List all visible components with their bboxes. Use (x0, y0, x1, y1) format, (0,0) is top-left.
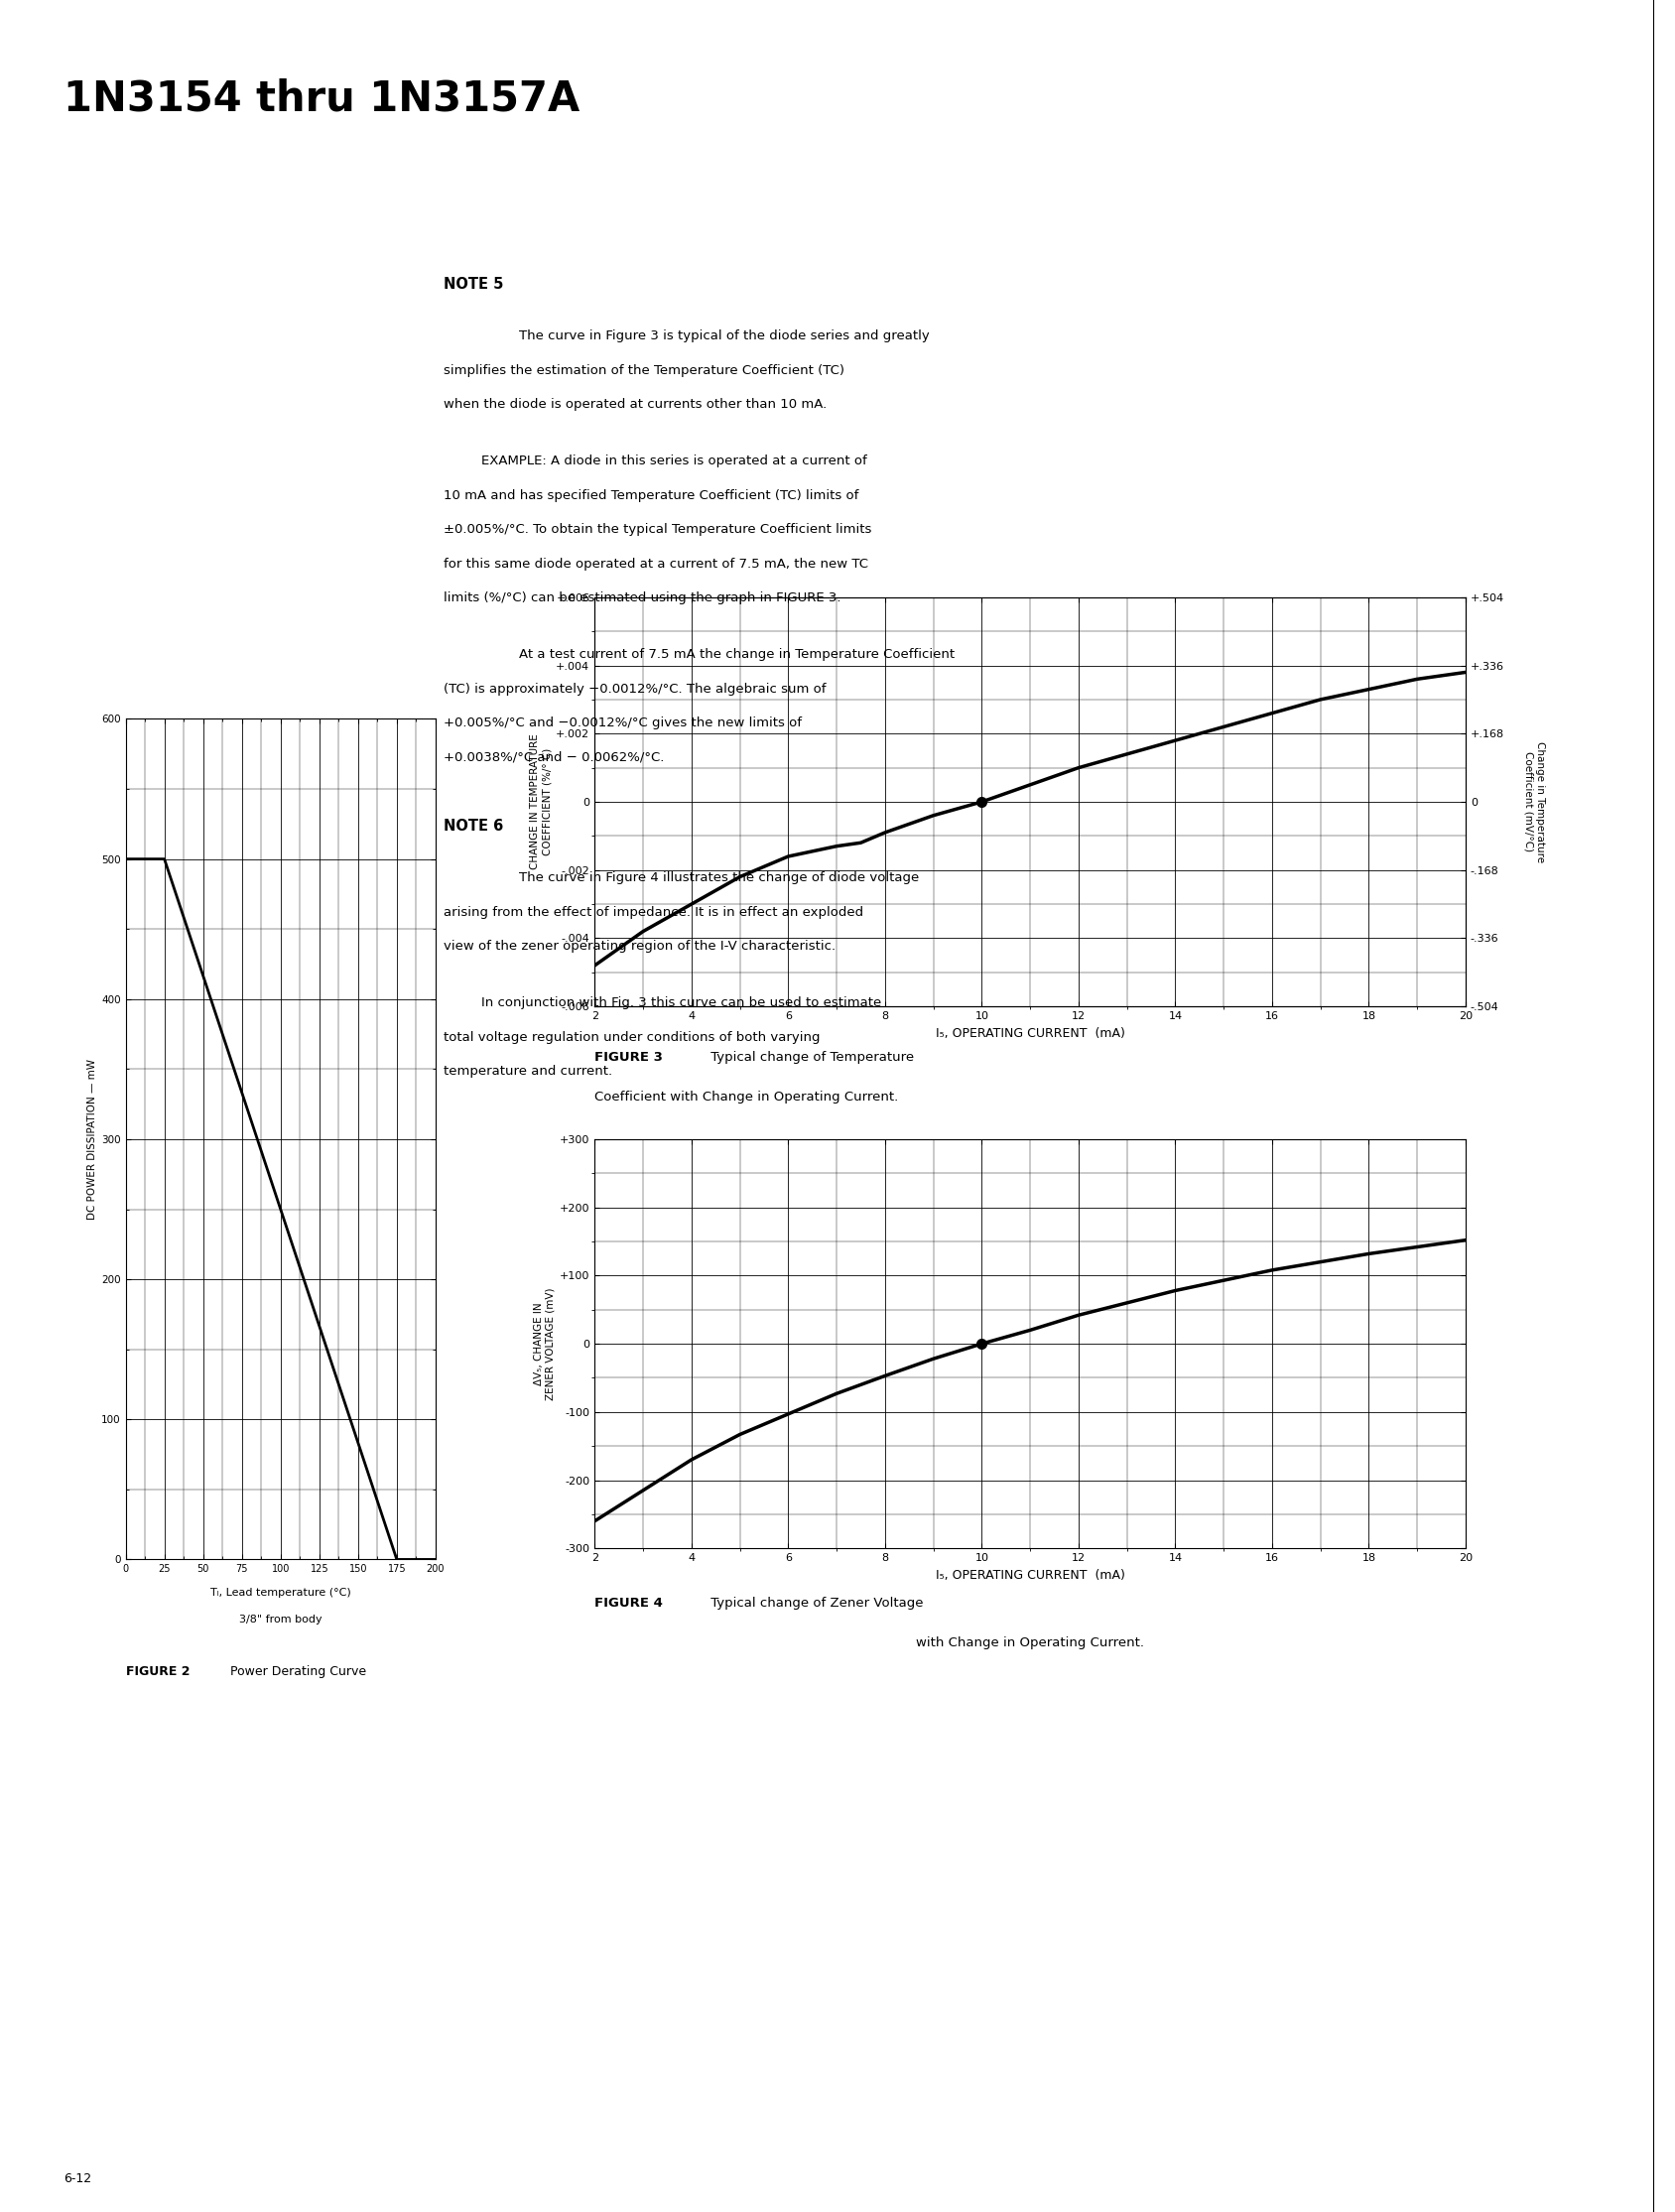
Text: temperature and current.: temperature and current. (444, 1064, 613, 1077)
Text: Tₗ, Lead temperature (°C): Tₗ, Lead temperature (°C) (211, 1588, 350, 1597)
Text: 3/8" from body: 3/8" from body (240, 1615, 322, 1624)
Text: +0.005%/°C and −0.0012%/°C gives the new limits of: +0.005%/°C and −0.0012%/°C gives the new… (444, 717, 802, 730)
Text: ±0.005%/°C. To obtain the typical Temperature Coefficient limits: ±0.005%/°C. To obtain the typical Temper… (444, 522, 873, 535)
Text: NOTE 6: NOTE 6 (444, 818, 504, 834)
Text: simplifies the estimation of the Temperature Coefficient (TC): simplifies the estimation of the Tempera… (444, 363, 844, 376)
Text: arising from the effect of impedance. It is in effect an exploded: arising from the effect of impedance. It… (444, 905, 864, 918)
Text: Typical change of Zener Voltage: Typical change of Zener Voltage (707, 1597, 923, 1610)
Y-axis label: Change in Temperature
Coefficient (mV/°C): Change in Temperature Coefficient (mV/°C… (1524, 741, 1544, 863)
Text: with Change in Operating Current.: with Change in Operating Current. (916, 1637, 1144, 1650)
Text: The curve in Figure 4 illustrates the change of diode voltage: The curve in Figure 4 illustrates the ch… (519, 872, 920, 885)
Text: +0.0038%/°C and − 0.0062%/°C.: +0.0038%/°C and − 0.0062%/°C. (444, 750, 665, 763)
Text: Typical change of Temperature: Typical change of Temperature (707, 1051, 915, 1064)
Text: EXAMPLE: A diode in this series is operated at a current of: EXAMPLE: A diode in this series is opera… (482, 453, 868, 467)
Text: Power Derating Curve: Power Derating Curve (226, 1666, 367, 1679)
Text: 10 mA and has specified Temperature Coefficient (TC) limits of: 10 mA and has specified Temperature Coef… (444, 489, 859, 502)
X-axis label: I₅, OPERATING CURRENT  (mA): I₅, OPERATING CURRENT (mA) (935, 1568, 1126, 1582)
Text: FIGURE 2: FIGURE 2 (126, 1666, 189, 1679)
Text: In conjunction with Fig. 3 this curve can be used to estimate: In conjunction with Fig. 3 this curve ca… (482, 995, 881, 1009)
Text: for this same diode operated at a current of 7.5 mA, the new TC: for this same diode operated at a curren… (444, 557, 869, 571)
Y-axis label: CHANGE IN TEMPERATURE
COEFFICIENT (%/° C): CHANGE IN TEMPERATURE COEFFICIENT (%/° C… (531, 734, 551, 869)
Text: FIGURE 4: FIGURE 4 (595, 1597, 663, 1610)
Text: limits (%/°C) can be estimated using the graph in FIGURE 3.: limits (%/°C) can be estimated using the… (444, 591, 841, 604)
Text: The curve in Figure 3 is typical of the diode series and greatly: The curve in Figure 3 is typical of the … (519, 330, 930, 343)
Text: At a test current of 7.5 mA the change in Temperature Coefficient: At a test current of 7.5 mA the change i… (519, 648, 955, 661)
Text: 1N3154 thru 1N3157A: 1N3154 thru 1N3157A (64, 77, 580, 119)
X-axis label: I₅, OPERATING CURRENT  (mA): I₅, OPERATING CURRENT (mA) (935, 1026, 1126, 1040)
Text: view of the zener operating region of the I-V characteristic.: view of the zener operating region of th… (444, 940, 836, 953)
Text: 6-12: 6-12 (64, 2172, 92, 2185)
Text: FIGURE 3: FIGURE 3 (595, 1051, 663, 1064)
Text: total voltage regulation under conditions of both varying: total voltage regulation under condition… (444, 1031, 821, 1044)
Text: NOTE 5: NOTE 5 (444, 276, 504, 292)
Text: Coefficient with Change in Operating Current.: Coefficient with Change in Operating Cur… (595, 1091, 898, 1104)
Text: when the diode is operated at currents other than 10 mA.: when the diode is operated at currents o… (444, 398, 827, 411)
Y-axis label: DC POWER DISSIPATION — mW: DC POWER DISSIPATION — mW (87, 1060, 97, 1219)
Text: (TC) is approximately −0.0012%/°C. The algebraic sum of: (TC) is approximately −0.0012%/°C. The a… (444, 681, 826, 695)
Y-axis label: ΔV₅, CHANGE IN
ZENER VOLTAGE (mV): ΔV₅, CHANGE IN ZENER VOLTAGE (mV) (534, 1287, 556, 1400)
